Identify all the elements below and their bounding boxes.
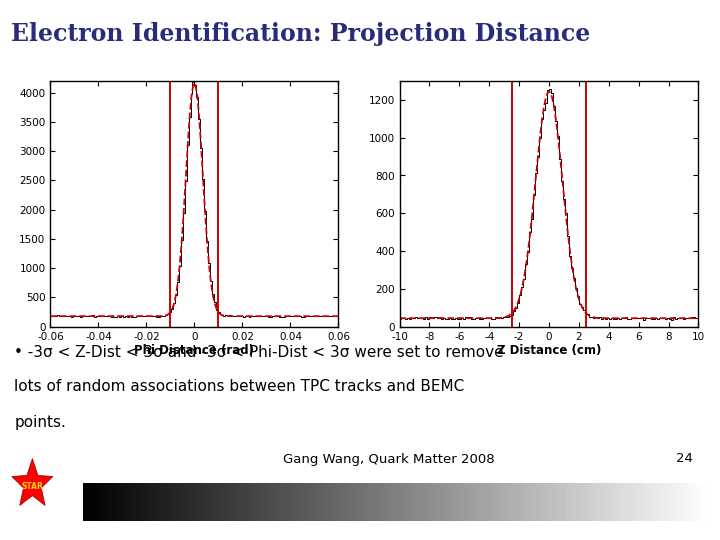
X-axis label: Phi Distance (rad): Phi Distance (rad) — [135, 345, 254, 357]
Text: 24: 24 — [676, 453, 693, 465]
Text: Electron Identification: Projection Distance: Electron Identification: Projection Dist… — [11, 22, 590, 46]
X-axis label: Z Distance (cm): Z Distance (cm) — [497, 345, 601, 357]
Text: Gang Wang, Quark Matter 2008: Gang Wang, Quark Matter 2008 — [283, 453, 495, 465]
Text: lots of random associations between TPC tracks and BEMC: lots of random associations between TPC … — [14, 379, 464, 394]
Text: • -3σ < Z-Dist < 3σ and -3σ < Phi-Dist < 3σ were set to remove: • -3σ < Z-Dist < 3σ and -3σ < Phi-Dist <… — [14, 345, 504, 360]
Text: points.: points. — [14, 415, 66, 429]
Text: STAR: STAR — [22, 482, 43, 491]
Polygon shape — [12, 458, 53, 505]
